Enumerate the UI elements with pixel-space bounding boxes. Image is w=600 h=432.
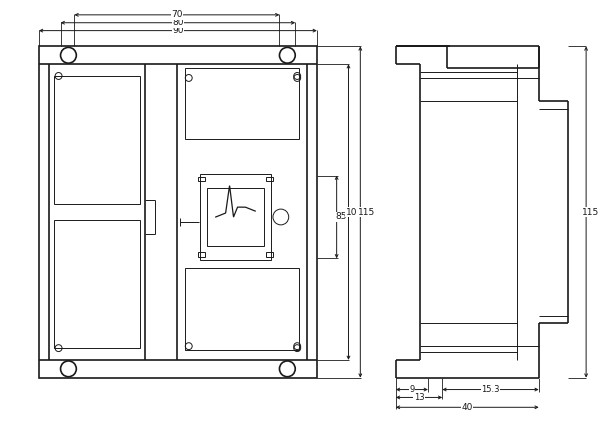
Bar <box>198 252 205 257</box>
Bar <box>185 268 299 350</box>
Bar <box>198 177 205 181</box>
Text: 115: 115 <box>583 207 599 216</box>
Bar <box>53 220 140 348</box>
Bar <box>207 188 264 245</box>
Text: 90: 90 <box>172 26 184 35</box>
Text: 9: 9 <box>409 385 415 394</box>
Bar <box>185 68 299 139</box>
Text: 105: 105 <box>346 207 363 216</box>
Bar <box>266 177 273 181</box>
Text: 15.3: 15.3 <box>481 385 500 394</box>
Bar <box>200 174 271 260</box>
Text: 115: 115 <box>358 207 375 216</box>
Bar <box>53 76 140 204</box>
Bar <box>39 46 317 378</box>
Text: 80: 80 <box>172 18 184 27</box>
Text: 85: 85 <box>336 213 347 222</box>
Text: 70: 70 <box>171 10 182 19</box>
Bar <box>266 252 273 257</box>
Text: 13: 13 <box>414 393 424 402</box>
Text: 40: 40 <box>461 403 473 412</box>
